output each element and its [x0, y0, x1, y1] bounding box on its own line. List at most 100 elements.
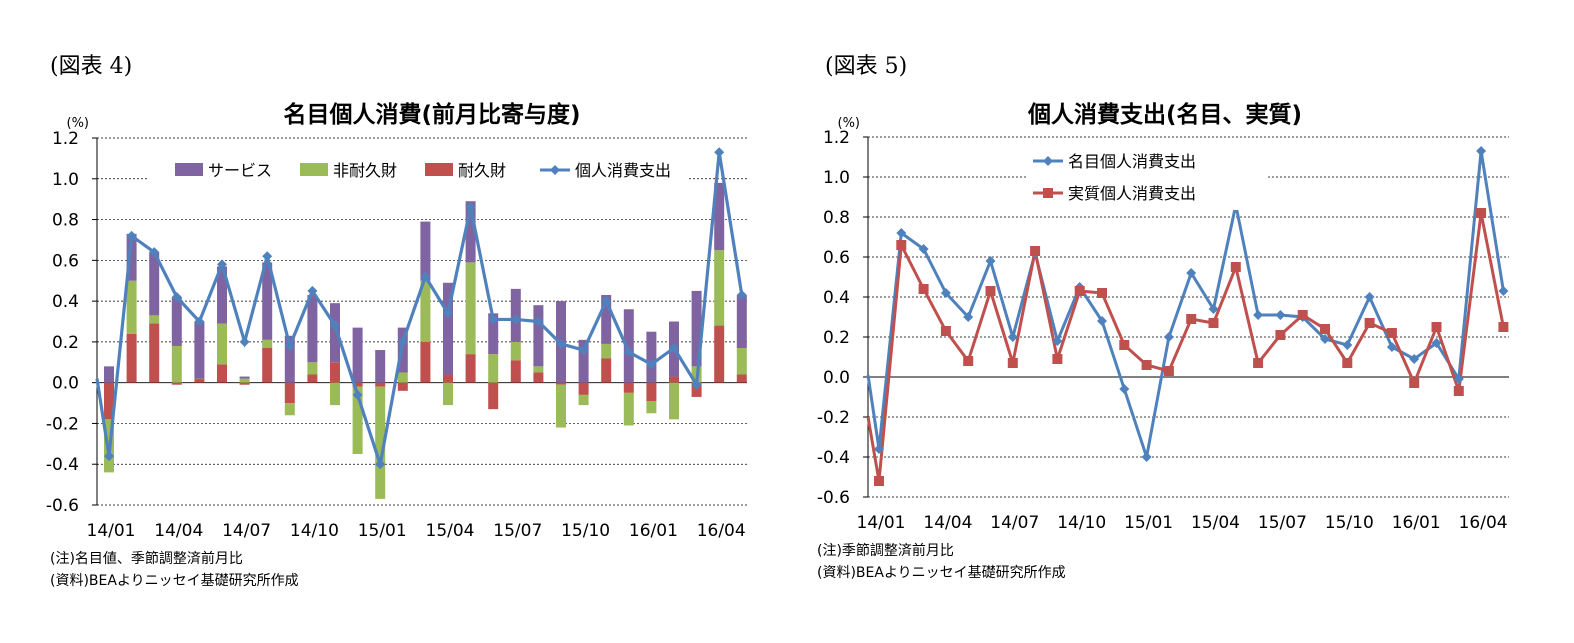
bar-segment: [465, 201, 476, 263]
x-tick-label: 15/01: [358, 521, 407, 540]
data-point-marker-real: [1097, 288, 1107, 298]
data-point-marker-nominal: [1431, 338, 1442, 348]
data-point-marker-nominal: [985, 256, 996, 266]
data-point-marker-nominal: [1163, 332, 1174, 342]
data-point-marker-real: [1052, 354, 1063, 364]
data-point-marker-nominal: [1141, 452, 1152, 462]
data-point-marker: [556, 338, 566, 349]
bar-segment: [488, 313, 499, 355]
data-point-marker-real: [1364, 318, 1375, 328]
data-point-marker: [149, 247, 160, 258]
bar-segment: [420, 280, 431, 342]
bar-segment: [262, 348, 273, 383]
notes: (注)名目値、季節調整済前月比 (資料)BEAよりニッセイ基礎研究所作成: [50, 548, 299, 592]
bar-segment: [375, 382, 386, 387]
data-point-marker-nominal: [1208, 304, 1219, 314]
bar-segment: [691, 290, 702, 367]
y-tick-label: -0.4: [817, 448, 850, 468]
legend-swatch: [300, 163, 328, 176]
data-point-marker-nominal: [1119, 384, 1130, 394]
bar-segment: [736, 348, 747, 375]
data-point-marker-real: [896, 240, 907, 250]
data-point-marker-real: [1119, 340, 1130, 350]
x-tick-label: 15/07: [1258, 513, 1307, 533]
y-tick-label: 0.4: [52, 292, 79, 312]
bar-segment: [578, 339, 589, 383]
data-point-marker: [239, 336, 250, 347]
bar-segment: [556, 384, 566, 428]
data-point-marker-nominal: [1186, 268, 1197, 278]
data-point-marker-real: [1431, 322, 1442, 332]
data-point-marker-real: [1007, 358, 1018, 368]
legend-label: 名目個人消費支出: [1068, 152, 1196, 171]
legend-box: [1027, 148, 1267, 210]
data-point-marker-real: [1275, 330, 1286, 340]
y-axis-unit: (%): [838, 116, 861, 131]
bar-segment: [239, 382, 250, 385]
data-point-marker-real: [1074, 286, 1085, 296]
legend-label: 実質個人消費支出: [1068, 184, 1196, 203]
data-point-marker-nominal: [918, 244, 929, 254]
legend-swatch: [425, 163, 453, 176]
data-point-marker-nominal: [1052, 336, 1063, 346]
data-point-marker-real: [1320, 324, 1330, 334]
data-point-marker: [533, 316, 544, 327]
bar-segment: [397, 372, 408, 383]
y-tick-label: -0.6: [817, 488, 850, 508]
bar-segment: [171, 382, 182, 385]
bar-segment: [623, 392, 634, 426]
y-tick-label: 1.0: [823, 168, 850, 188]
data-point-marker: [510, 314, 521, 325]
data-point-marker-nominal: [874, 444, 884, 454]
bar-segment: [352, 382, 363, 387]
bar-segment: [465, 354, 476, 383]
legend-marker: [1043, 188, 1053, 198]
line-chart: 個人消費支出(名目、実質) (%) -0.6 -0.4 -0.2 0.0 0.2 0.4 0.6…: [817, 101, 1509, 533]
bar-segment: [623, 382, 634, 393]
x-tick-label: 14/04: [154, 521, 203, 540]
data-point-marker-nominal: [1476, 146, 1487, 156]
data-point-marker: [194, 316, 205, 327]
bar-segment: [533, 372, 544, 383]
bar-segment: [443, 382, 453, 406]
y-tick-label: 0.6: [823, 248, 850, 268]
bar-segment: [669, 376, 679, 383]
chart-title: 個人消費支出(名目、実質): [1027, 101, 1302, 128]
note-line: (注)名目値、季節調整済前月比: [50, 551, 243, 567]
x-tick-label: 14/07: [990, 513, 1039, 533]
bar-segment: [465, 262, 476, 355]
data-point-marker-nominal: [940, 288, 951, 298]
data-point-marker-real: [1297, 310, 1308, 320]
legend-label: 耐久財: [458, 161, 506, 180]
data-point-marker: [465, 202, 476, 213]
bar-segment: [623, 309, 634, 383]
data-point-marker-nominal: [1498, 286, 1509, 296]
bar-segment: [149, 315, 160, 324]
data-point-marker: [669, 343, 679, 354]
x-tick-label: 14/01: [87, 521, 136, 540]
data-point-marker-real: [963, 356, 974, 366]
bar-segment: [375, 386, 386, 499]
data-point-marker-real: [1186, 314, 1197, 324]
y-tick-label: 0.8: [823, 208, 850, 228]
bar-segment: [126, 233, 137, 281]
y-tick-label: 0.2: [823, 328, 850, 348]
x-tick-label: 14/10: [1057, 513, 1106, 533]
data-point-marker-nominal: [1097, 316, 1107, 326]
bar-segment: [510, 341, 521, 361]
figure-label: (図表 5): [825, 54, 908, 79]
y-tick-label: -0.4: [46, 455, 79, 475]
data-point-marker-real: [1208, 318, 1219, 328]
bar-segment: [330, 303, 340, 363]
data-point-marker: [646, 359, 657, 370]
bar-segment: [330, 362, 340, 383]
series-line-nominal: [866, 150, 1505, 458]
source-line: (資料)BEAよりニッセイ基礎研究所作成: [50, 573, 299, 589]
note-line: (注)季節調整済前月比: [817, 543, 954, 559]
bar-segment: [217, 364, 227, 383]
legend-label: 非耐久財: [333, 161, 397, 180]
y-tick-label: 0.0: [52, 374, 79, 394]
bar-segment: [262, 262, 273, 340]
data-point-marker-nominal: [1453, 374, 1464, 384]
bar-segment: [691, 382, 702, 397]
